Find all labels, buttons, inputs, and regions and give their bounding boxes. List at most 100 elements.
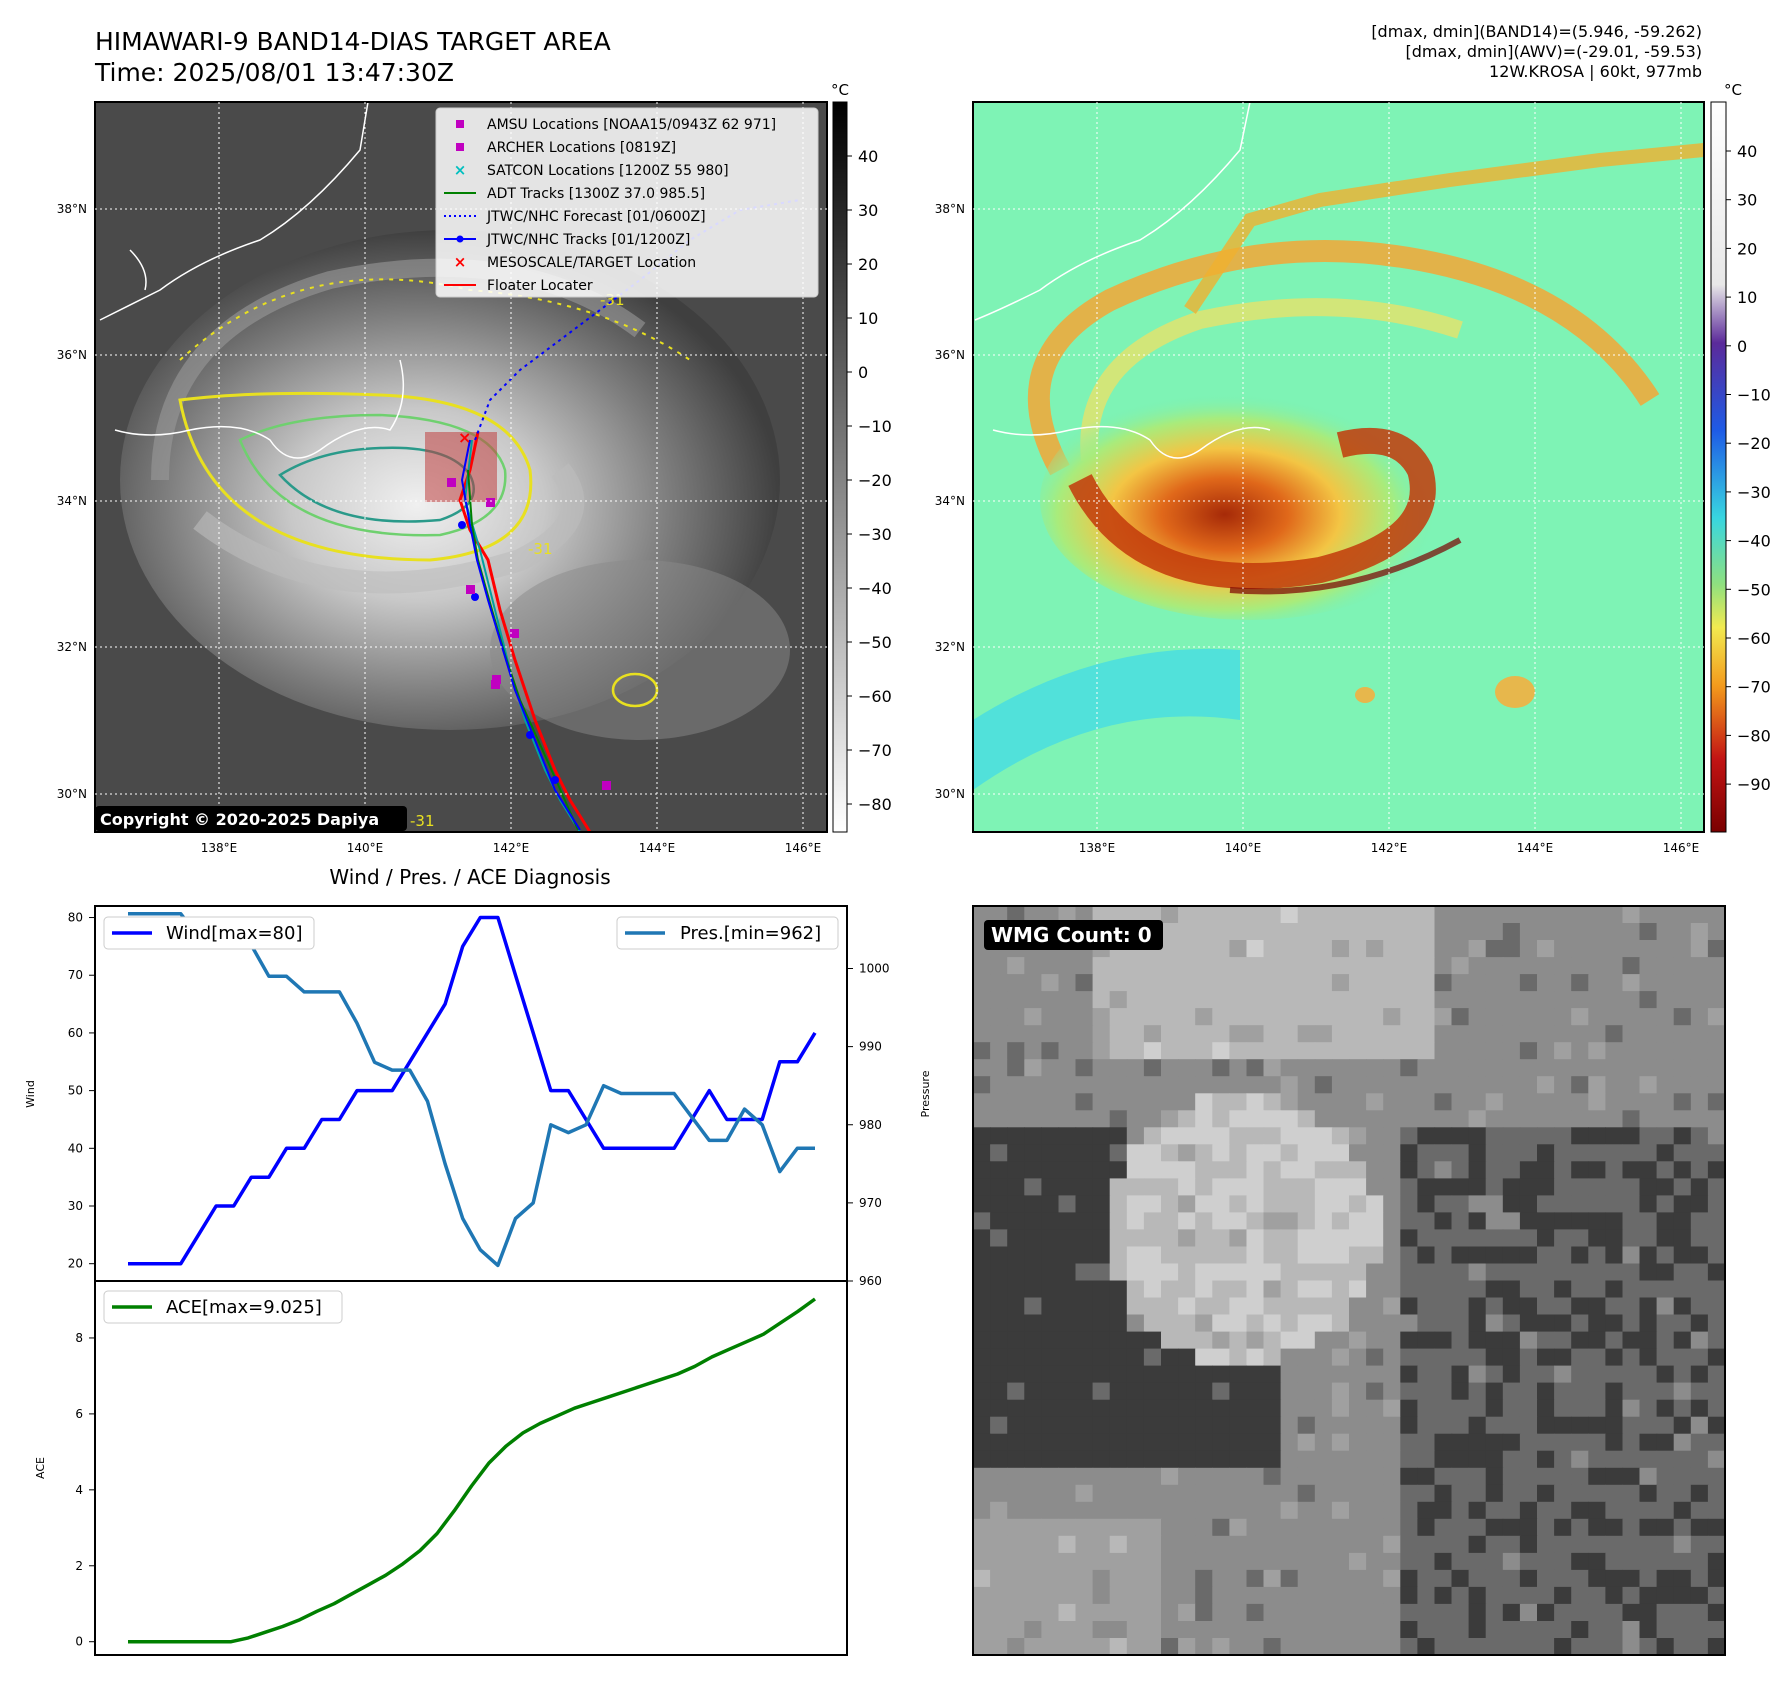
- wmg-cell: [1092, 1161, 1111, 1179]
- wmg-cell: [990, 991, 1008, 1009]
- wmg-cell: [1161, 1076, 1179, 1094]
- wmg-cell: [1246, 1416, 1265, 1435]
- wmg-cell: [1212, 1280, 1230, 1299]
- wmg-cell: [1092, 1195, 1111, 1213]
- wmg-cell: [1383, 991, 1401, 1009]
- wmg-cell: [1058, 1586, 1077, 1605]
- wmg-cell: [1331, 1331, 1350, 1350]
- wmg-cell: [1314, 1365, 1333, 1384]
- wmg-cell: [1212, 1127, 1230, 1145]
- wmg-cell: [1007, 1638, 1025, 1656]
- wmg-cell: [1007, 974, 1025, 992]
- wmg-cell: [1383, 1144, 1401, 1162]
- wmg-cell: [1007, 1331, 1025, 1350]
- lon-tick-label: 140°E: [1225, 841, 1262, 855]
- wmg-cell: [1058, 1603, 1077, 1622]
- wmg-cell: [1331, 1008, 1350, 1026]
- wmg-cell: [1297, 1535, 1316, 1554]
- wmg-cell: [1400, 1144, 1418, 1162]
- wmg-cell: [1673, 1399, 1692, 1418]
- wmg-cell: [1485, 1535, 1504, 1554]
- wmg-cell: [1383, 1076, 1401, 1094]
- wmg-cell: [1690, 1195, 1709, 1213]
- wmg-cell: [1417, 1382, 1436, 1401]
- wmg-cell: [1024, 1365, 1042, 1384]
- wmg-cell: [1451, 1569, 1470, 1588]
- wmg-cell: [1537, 940, 1555, 958]
- wmg-cell: [1434, 1331, 1453, 1350]
- wmg-cell: [1554, 1297, 1572, 1316]
- wmg-cell: [1178, 1518, 1196, 1537]
- ace-tick-label: 0: [75, 1635, 83, 1649]
- wmg-cell: [1383, 1314, 1401, 1333]
- wmg-cell: [1229, 1399, 1248, 1418]
- wmg-cell: [1605, 1365, 1624, 1384]
- wmg-cell: [1297, 991, 1316, 1009]
- wmg-cell: [1383, 1297, 1401, 1316]
- wmg-cell: [1588, 957, 1606, 975]
- wmg-cell: [1690, 1535, 1709, 1554]
- wmg-cell: [1297, 1297, 1316, 1316]
- wmg-cell: [1263, 1263, 1282, 1282]
- wmg-cell: [1622, 1008, 1641, 1026]
- wmg-cell: [1297, 1161, 1316, 1179]
- wmg-cell: [1143, 1552, 1162, 1571]
- wmg-cell: [1707, 1246, 1726, 1265]
- wmg-cell: [1058, 1059, 1077, 1077]
- wmg-cell: [1707, 1467, 1726, 1486]
- wmg-cell: [1212, 1008, 1230, 1026]
- wmg-cell: [1109, 1518, 1128, 1537]
- wmg-cell: [1485, 1246, 1504, 1265]
- wmg-cell: [990, 1195, 1008, 1213]
- storm-info: 12W.KROSA | 60kt, 977mb: [1489, 62, 1702, 81]
- wmg-cell: [1178, 1450, 1196, 1469]
- wmg-cell: [1246, 1552, 1265, 1571]
- wmg-cell: [1502, 1501, 1521, 1520]
- wmg-cell: [1400, 1161, 1418, 1179]
- wmg-cell: [1126, 1212, 1145, 1230]
- wmg-cell: [1485, 957, 1504, 975]
- wmg-cell: [1041, 1467, 1060, 1486]
- wmg-cell: [1519, 1603, 1538, 1622]
- wmg-cell: [1075, 1263, 1094, 1282]
- wmg-cell: [1519, 923, 1538, 941]
- wmg-cell: [1451, 1093, 1470, 1111]
- wmg-cell: [1075, 1638, 1094, 1656]
- wmg-cell: [1605, 1399, 1624, 1418]
- wmg-cell: [1314, 1229, 1333, 1247]
- wmg-cell: [973, 1416, 991, 1435]
- wmg-cell: [1246, 1467, 1265, 1486]
- wmg-cell: [1024, 1621, 1042, 1639]
- wmg-cell: [1092, 1450, 1111, 1469]
- wmg-cell: [1041, 1178, 1060, 1196]
- wmg-cell: [1622, 1535, 1641, 1554]
- wmg-cell: [1314, 1076, 1333, 1094]
- wmg-cell: [1417, 923, 1436, 941]
- wmg-cell: [1143, 1127, 1162, 1145]
- wmg-cell: [1400, 1348, 1418, 1367]
- wmg-cell: [1212, 1212, 1230, 1230]
- ace-legend-label: ACE[max=9.025]: [166, 1297, 322, 1318]
- wmg-cell: [1092, 1178, 1111, 1196]
- wmg-cell: [990, 1621, 1008, 1639]
- wmg-cell: [1588, 1093, 1606, 1111]
- wmg-cell: [1554, 1399, 1572, 1418]
- wmg-cell: [1143, 1110, 1162, 1128]
- wmg-cell: [1212, 940, 1230, 958]
- wmg-cell: [1109, 1093, 1128, 1111]
- wmg-cell: [1485, 906, 1504, 924]
- wmg-cell: [1434, 1382, 1453, 1401]
- ace-tick-label: 8: [75, 1331, 83, 1345]
- wmg-cell: [1126, 1365, 1145, 1384]
- wmg-cell: [1485, 1076, 1504, 1094]
- wmg-cell: [1092, 1348, 1111, 1367]
- wmg-cell: [1143, 1484, 1162, 1503]
- wmg-cell: [1143, 1416, 1162, 1435]
- wmg-cell: [1007, 1569, 1025, 1588]
- wmg-cell: [1485, 1059, 1504, 1077]
- wmg-cell: [1263, 957, 1282, 975]
- wmg-cell: [1024, 1638, 1042, 1656]
- wmg-cell: [1690, 1178, 1709, 1196]
- wmg-cell: [1400, 1246, 1418, 1265]
- wmg-cell: [1349, 1638, 1367, 1656]
